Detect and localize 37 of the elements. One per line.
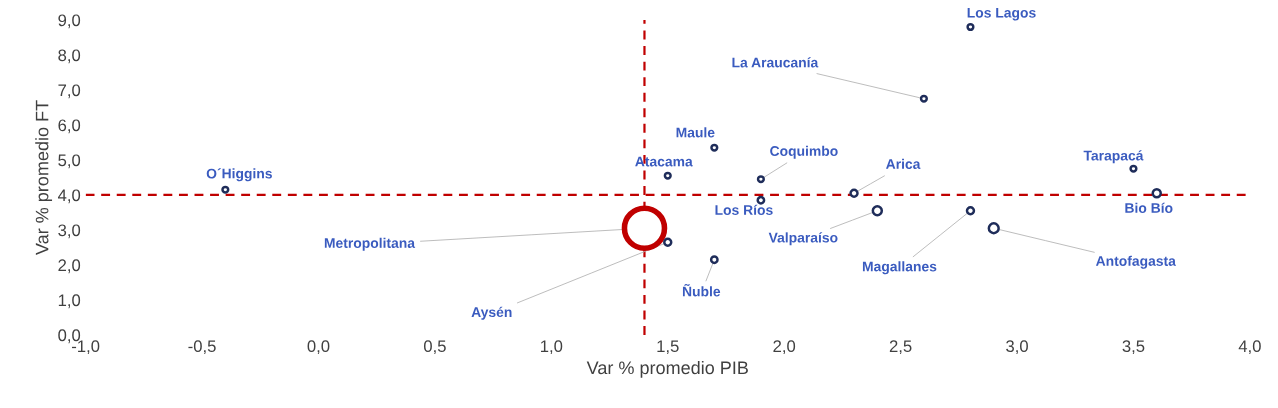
annotation: Antofagasta [1095, 255, 1176, 269]
x-tick-label: 2,0 [773, 340, 796, 355]
y-tick-label: 4,0 [57, 189, 81, 204]
y-axis-title: Var % promedio FT [35, 100, 53, 255]
x-tick-label: 2,5 [889, 340, 912, 355]
annotation: Magallanes [862, 261, 937, 275]
x-tick-label: 0,5 [423, 340, 446, 355]
y-tick-label: 8,0 [58, 49, 81, 64]
annotation: La Araucanía [732, 57, 819, 68]
y-tick-label: 6,0 [58, 119, 81, 134]
x-tick-label: -0,5 [188, 340, 216, 355]
annotation: Coquimbo [770, 145, 838, 159]
y-tick-label: 3,0 [58, 224, 81, 239]
annotation: Metropolitana [324, 237, 416, 251]
x-tick-label: 4,0 [1238, 340, 1261, 355]
annotation: Arica [886, 158, 921, 169]
annotation: Los Lagos [967, 7, 1036, 21]
x-tick-label: 1,0 [541, 340, 563, 355]
annotation: Aysén [471, 306, 512, 320]
annotation: Ñuble [682, 283, 721, 297]
annotation: Valparaíso [768, 232, 838, 246]
annotation: Los Ríos [715, 204, 773, 215]
x-tick-label: 0,0 [307, 340, 330, 355]
x-tick-label: 3,5 [1122, 340, 1145, 355]
annotation: Tarapacá [1083, 150, 1144, 164]
y-tick-label: 1,0 [58, 294, 81, 309]
y-tick-label: 2,0 [58, 259, 81, 274]
annotation: Maule [676, 127, 715, 138]
annotation: Bio Bío [1125, 202, 1173, 213]
y-tick-label: 9,0 [58, 14, 81, 29]
x-tick-label: 1,5 [657, 340, 679, 355]
annotation: Atacama [635, 156, 693, 167]
y-tick-label: 5,0 [58, 154, 81, 169]
x-tick-label: 3,0 [1006, 340, 1028, 355]
y-tick-label: 7,0 [58, 84, 81, 99]
x-axis-title: Var % promedio PIB [586, 360, 748, 378]
annotation: O´Higgins [206, 168, 272, 182]
